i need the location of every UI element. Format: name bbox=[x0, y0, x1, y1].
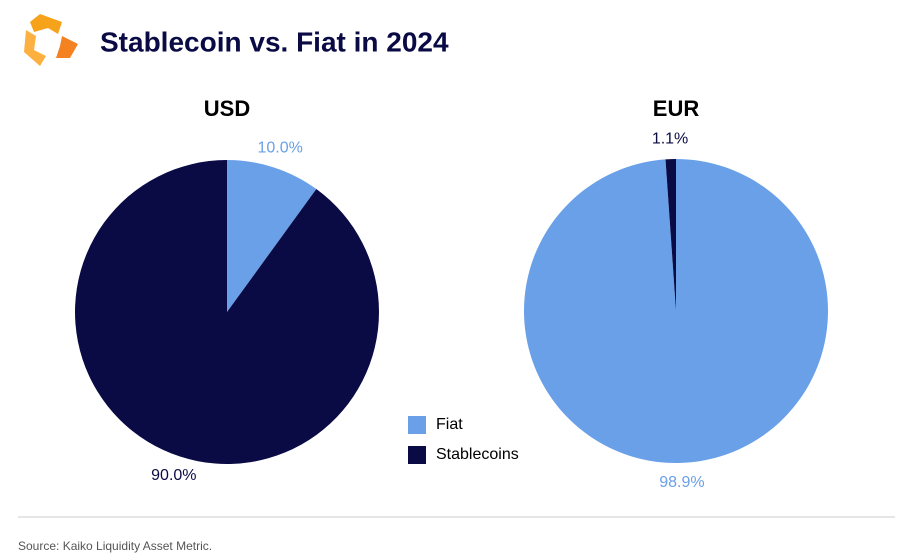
pie-slice bbox=[227, 160, 317, 312]
logo-part bbox=[30, 14, 62, 34]
logo-part bbox=[56, 36, 78, 58]
value-label: 90.0% bbox=[151, 467, 196, 484]
pie-slice bbox=[75, 160, 380, 464]
value-label: 98.9% bbox=[659, 474, 704, 491]
chart-title: EUR bbox=[653, 96, 700, 121]
source: Source: Kaiko Liquidity Asset Metric. bbox=[18, 539, 212, 553]
logo bbox=[24, 14, 78, 66]
legend-swatch bbox=[408, 446, 426, 464]
pie-slice bbox=[665, 159, 676, 311]
value-label: 1.1% bbox=[652, 130, 688, 147]
page-title: Stablecoin vs. Fiat in 2024 bbox=[100, 26, 449, 57]
legend-label: Stablecoins bbox=[436, 446, 519, 463]
pie-slice bbox=[523, 159, 828, 464]
legend-swatch bbox=[408, 416, 426, 434]
logo-part bbox=[24, 30, 46, 66]
chart-title: USD bbox=[204, 96, 250, 121]
value-label: 10.0% bbox=[257, 140, 302, 157]
legend-label: Fiat bbox=[436, 416, 463, 433]
